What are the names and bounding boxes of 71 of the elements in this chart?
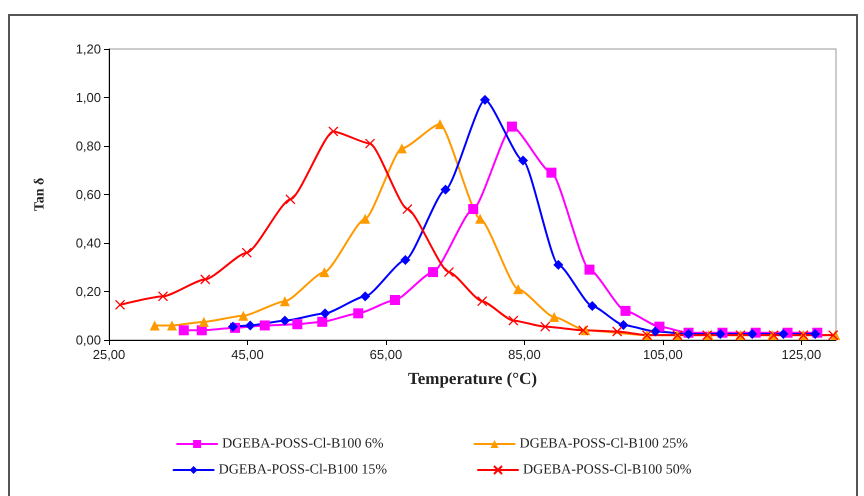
point — [319, 267, 330, 278]
point — [477, 296, 488, 306]
point — [428, 267, 438, 278]
point — [584, 264, 595, 275]
legend-label: DGEBA-POSS-Cl-B100 15% — [218, 462, 388, 478]
x-axis-title: Temperature (°C) — [408, 369, 538, 388]
point — [228, 322, 238, 332]
point — [518, 156, 528, 166]
point — [285, 194, 296, 204]
point — [506, 122, 517, 132]
x-tick-label: 105,00 — [643, 347, 683, 362]
point — [475, 214, 486, 224]
point — [167, 320, 178, 330]
point — [360, 214, 370, 224]
point — [200, 274, 210, 285]
point — [238, 310, 248, 321]
point — [612, 326, 622, 337]
point — [620, 306, 631, 316]
point — [245, 320, 256, 330]
point — [114, 300, 126, 310]
point — [508, 315, 518, 326]
point — [317, 316, 328, 327]
point — [513, 284, 524, 294]
point — [618, 320, 628, 330]
point — [444, 266, 454, 278]
x-tick-label: 125,00 — [782, 347, 822, 362]
point — [280, 296, 290, 306]
point — [280, 316, 290, 326]
legend-label: DGEBA-POSS-Cl-B100 25% — [520, 436, 688, 452]
point — [360, 291, 370, 302]
point — [434, 119, 445, 130]
point — [587, 301, 598, 312]
point — [328, 126, 338, 137]
legend-label: DGEBA-POSS-Cl-B100 6% — [222, 436, 384, 452]
point — [390, 294, 400, 305]
point — [440, 184, 450, 195]
y-tick-label: 0,20 — [76, 284, 101, 299]
point — [747, 328, 758, 339]
point — [546, 168, 556, 178]
y-axis-title: Tan δ — [32, 178, 48, 212]
y-tick-label: 0,80 — [76, 138, 101, 154]
point — [650, 326, 660, 337]
x-tick-label: 65,00 — [370, 347, 402, 362]
point — [480, 94, 490, 105]
point — [198, 316, 209, 327]
point — [468, 204, 478, 214]
point — [396, 143, 407, 154]
point — [320, 308, 330, 318]
x-tick-label: 85,00 — [508, 347, 541, 362]
y-tick-label: 0,60 — [76, 187, 101, 202]
point — [150, 320, 160, 330]
point — [158, 291, 168, 302]
point — [364, 138, 376, 149]
y-tick-label: 0,40 — [76, 236, 101, 250]
point — [402, 204, 413, 214]
point — [553, 260, 564, 270]
point — [540, 322, 550, 332]
legend-label: DGEBA-POSS-Cl-B100 50% — [523, 462, 692, 478]
point — [353, 308, 364, 318]
point — [260, 320, 270, 330]
y-tick-label: 1,00 — [76, 90, 101, 105]
point — [549, 312, 560, 322]
point — [292, 319, 302, 330]
x-tick-label: 25,00 — [92, 347, 126, 362]
y-tick-label: 1,20 — [76, 42, 101, 56]
point — [242, 248, 252, 258]
y-tick-label: 0,00 — [76, 332, 101, 348]
point — [778, 328, 788, 339]
point — [400, 254, 410, 265]
point — [178, 325, 189, 336]
x-tick-label: 45,00 — [231, 347, 264, 362]
